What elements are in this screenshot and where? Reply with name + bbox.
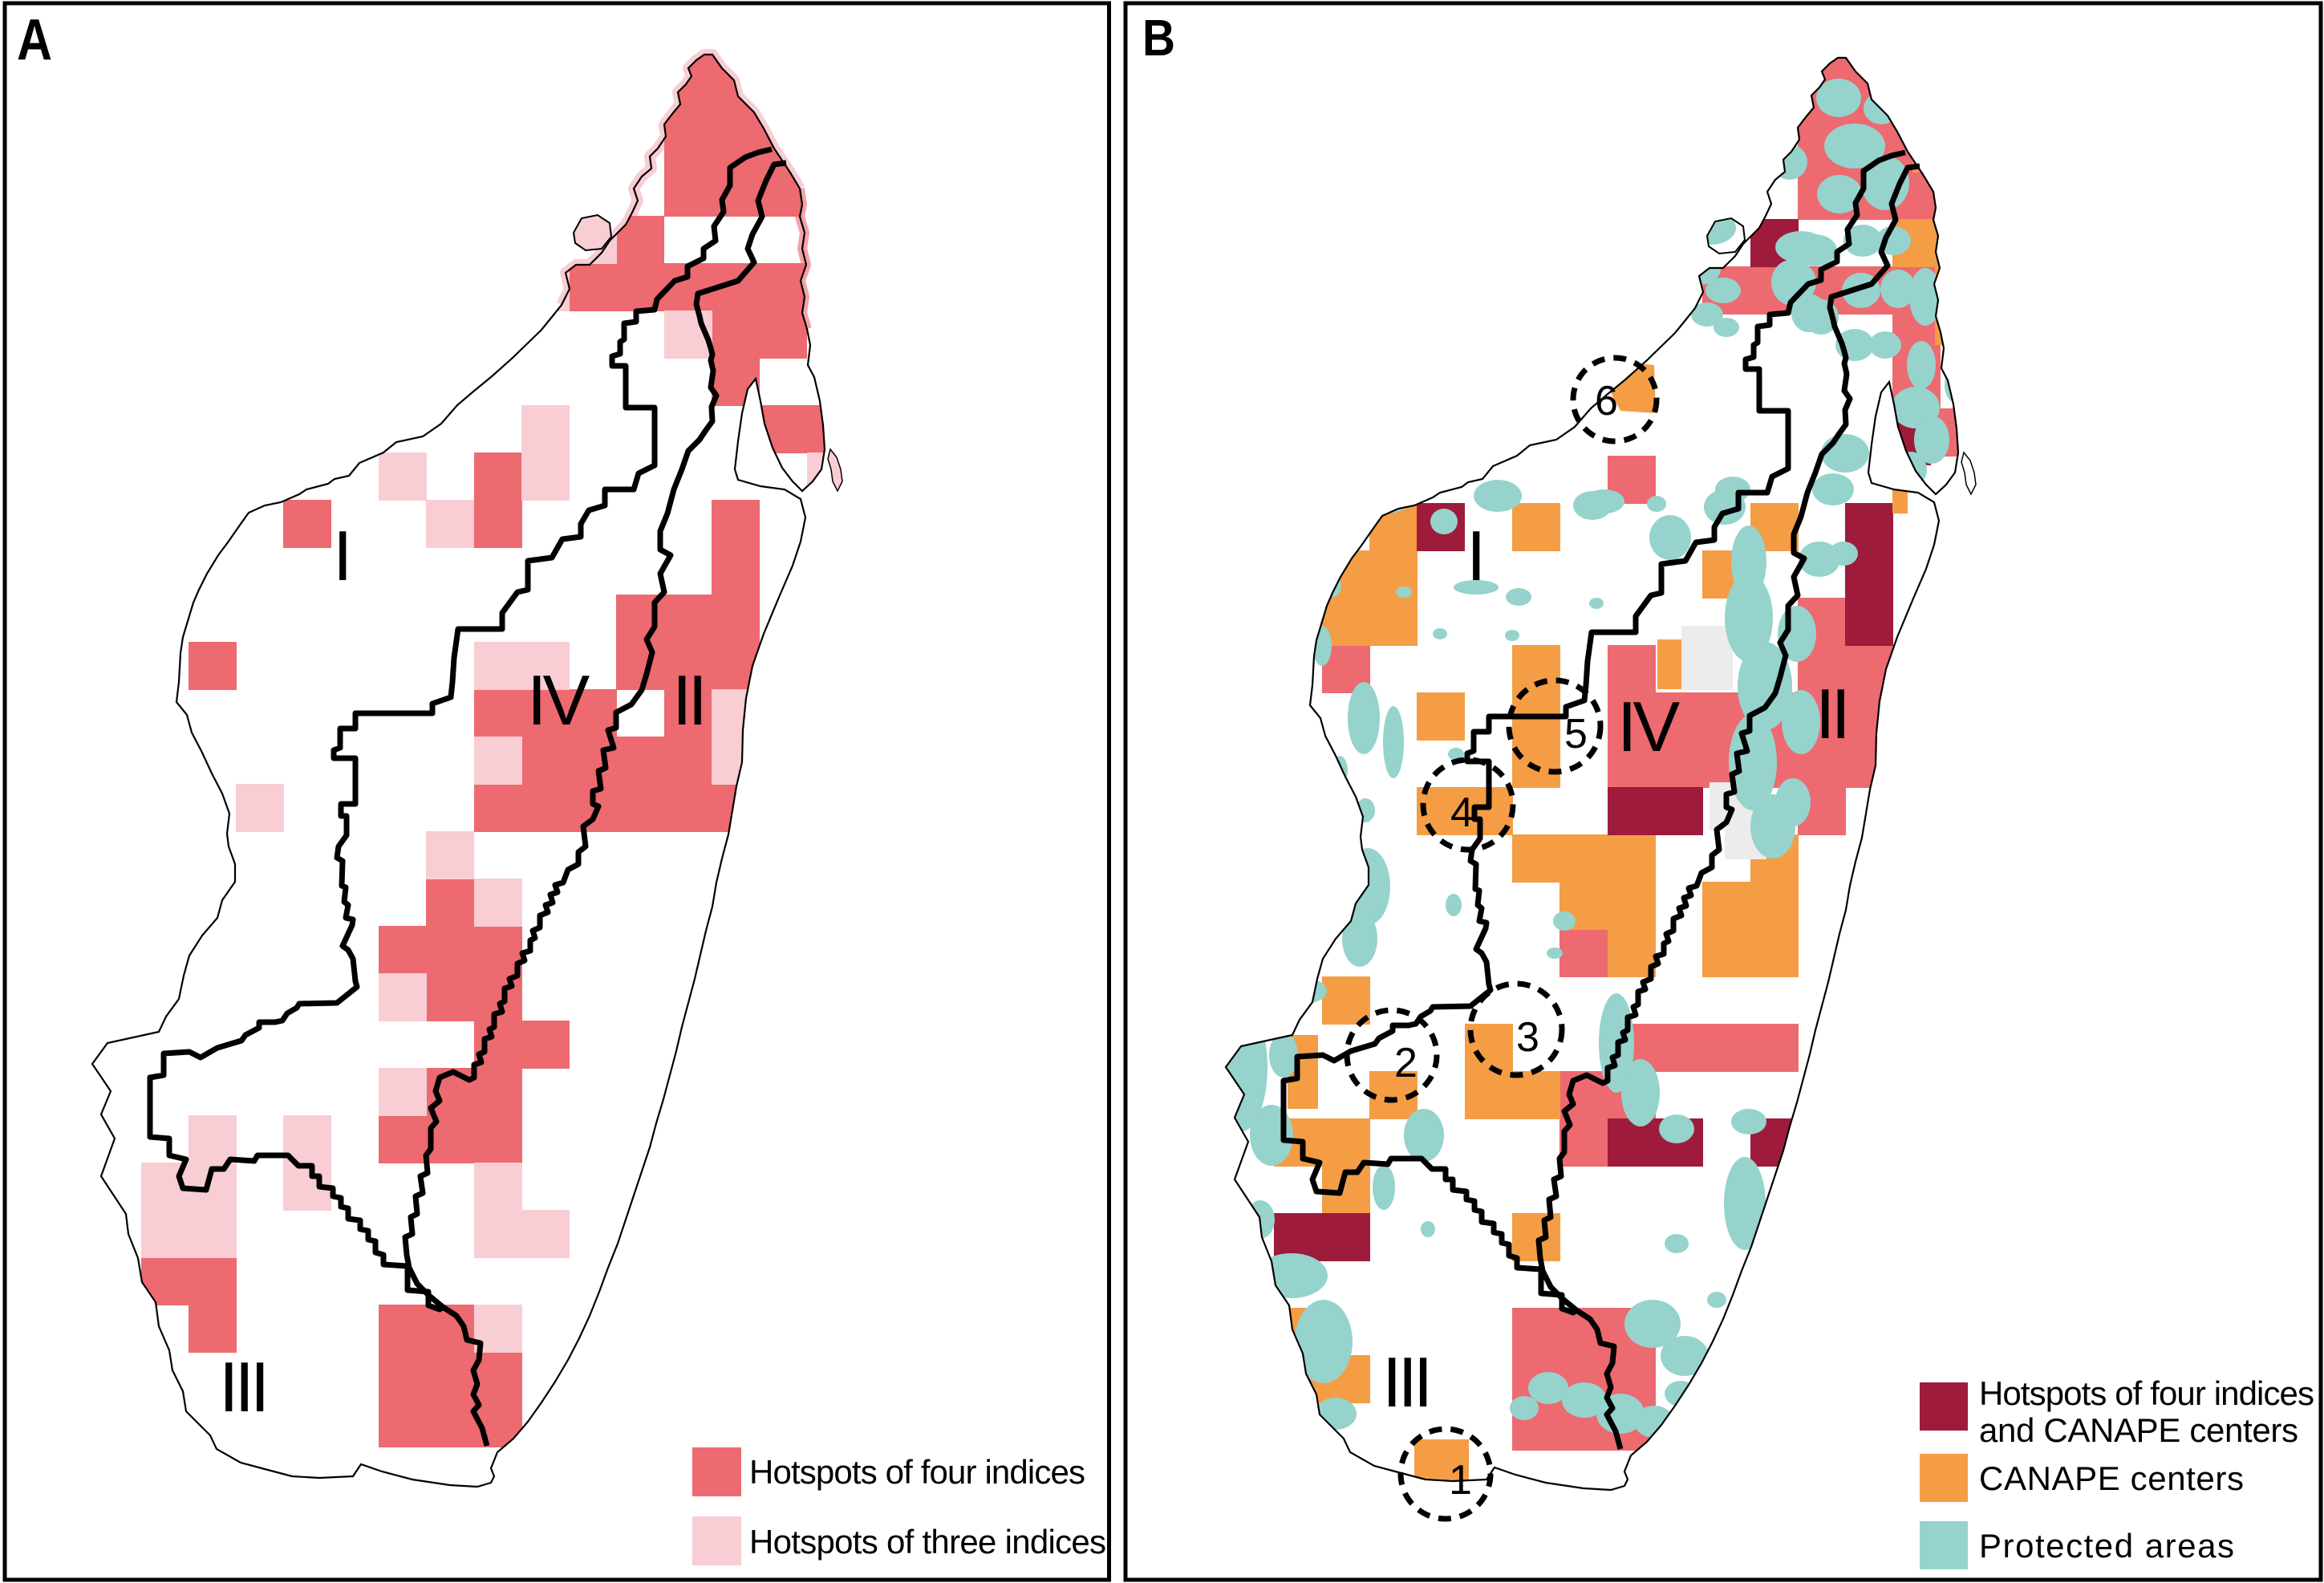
svg-text:A: A	[17, 8, 52, 72]
svg-text:Protected areas: Protected areas	[1979, 1527, 2234, 1565]
svg-text:and CANAPE centers: and CANAPE centers	[1979, 1411, 2298, 1449]
svg-text:5: 5	[1564, 711, 1588, 757]
svg-text:II: II	[1815, 674, 1847, 753]
svg-text:I: I	[1466, 516, 1486, 595]
svg-text:Hotspots of four indices: Hotspots of four indices	[1979, 1374, 2314, 1412]
svg-text:Hotspots of three indices: Hotspots of three indices	[749, 1523, 1106, 1561]
svg-text:4: 4	[1450, 789, 1474, 836]
svg-text:CANAPE centers: CANAPE centers	[1979, 1459, 2244, 1497]
svg-text:IV: IV	[527, 660, 590, 740]
svg-text:2: 2	[1394, 1040, 1418, 1086]
svg-text:III: III	[1382, 1342, 1429, 1422]
svg-text:Hotspots of four indices: Hotspots of four indices	[749, 1453, 1085, 1491]
svg-text:III: III	[219, 1347, 266, 1427]
svg-text:B: B	[1142, 9, 1175, 67]
svg-text:3: 3	[1516, 1014, 1539, 1061]
svg-text:II: II	[672, 660, 704, 740]
svg-text:6: 6	[1595, 378, 1618, 424]
svg-text:1: 1	[1449, 1457, 1472, 1504]
svg-text:IV: IV	[1617, 687, 1680, 766]
svg-text:I: I	[333, 516, 352, 595]
